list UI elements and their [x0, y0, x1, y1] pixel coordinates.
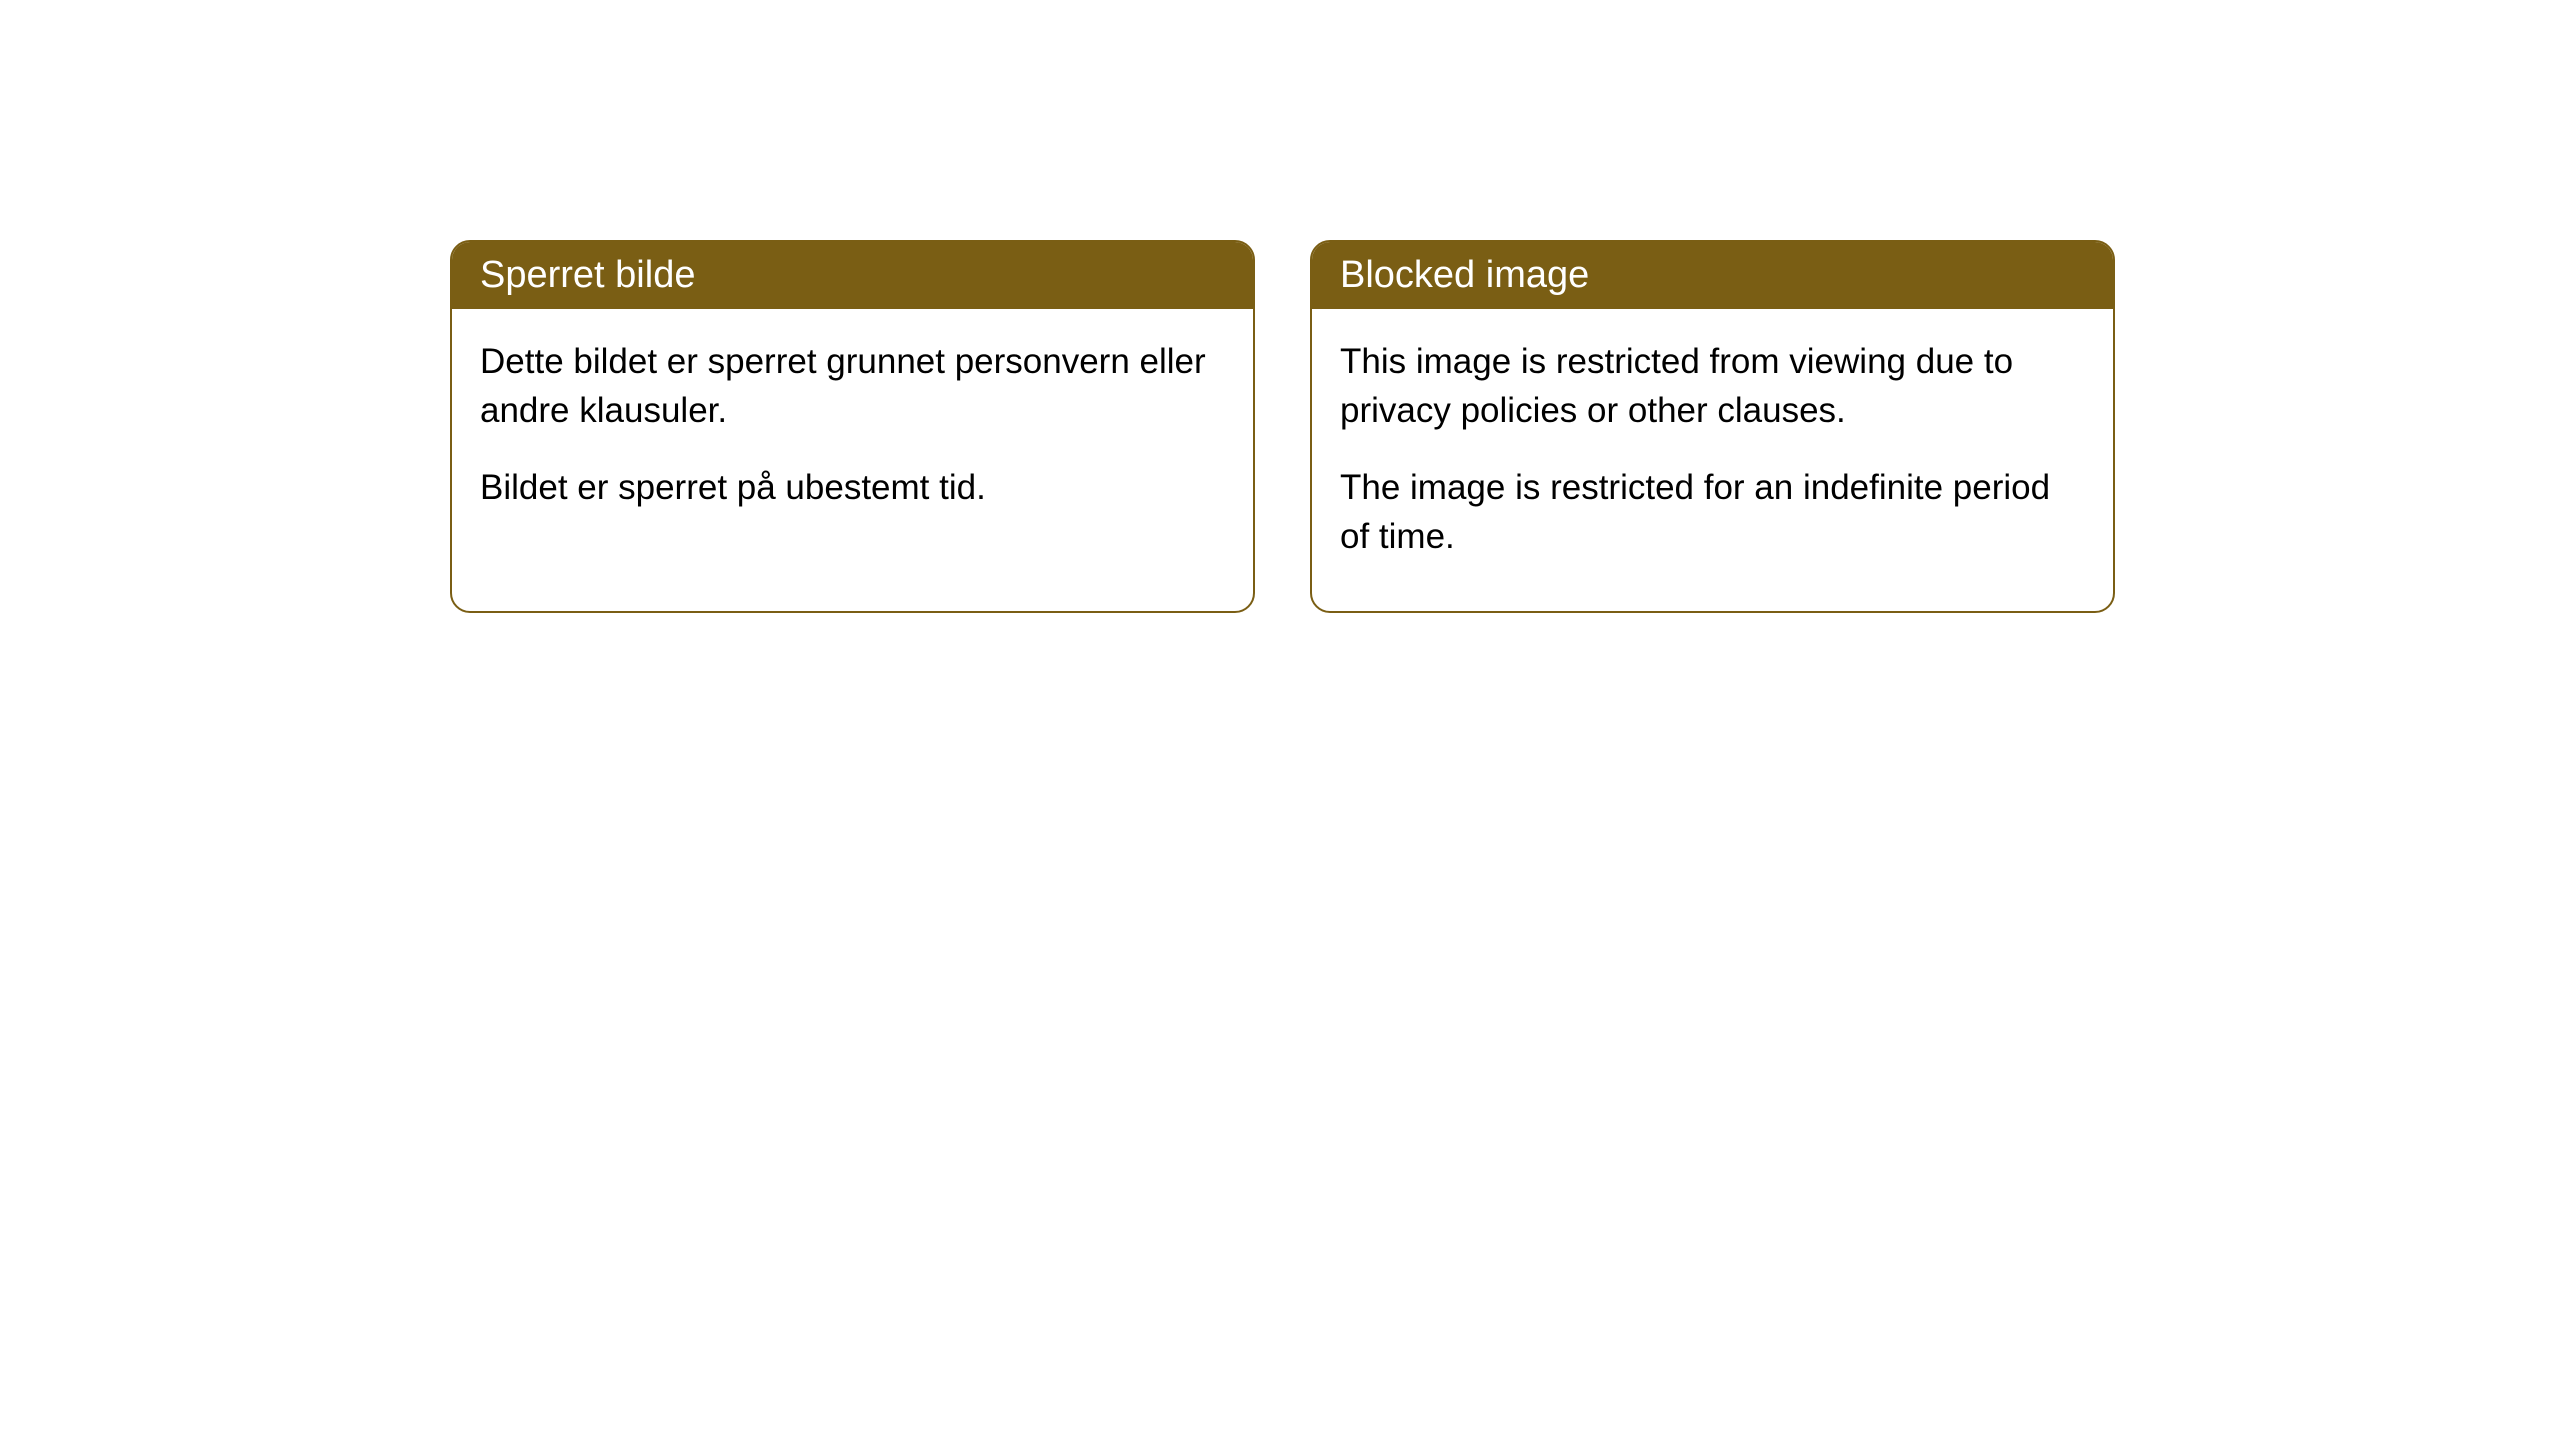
card-body-norwegian: Dette bildet er sperret grunnet personve… — [452, 309, 1253, 562]
card-paragraph-2-norwegian: Bildet er sperret på ubestemt tid. — [480, 463, 1225, 512]
card-paragraph-1-norwegian: Dette bildet er sperret grunnet personve… — [480, 337, 1225, 435]
blocked-image-card-english: Blocked image This image is restricted f… — [1310, 240, 2115, 613]
card-body-english: This image is restricted from viewing du… — [1312, 309, 2113, 611]
card-title-english: Blocked image — [1340, 254, 1589, 296]
card-paragraph-2-english: The image is restricted for an indefinit… — [1340, 463, 2085, 561]
notice-cards-container: Sperret bilde Dette bildet er sperret gr… — [450, 240, 2115, 613]
card-header-english: Blocked image — [1312, 242, 2113, 309]
blocked-image-card-norwegian: Sperret bilde Dette bildet er sperret gr… — [450, 240, 1255, 613]
card-paragraph-1-english: This image is restricted from viewing du… — [1340, 337, 2085, 435]
card-title-norwegian: Sperret bilde — [480, 254, 695, 296]
card-header-norwegian: Sperret bilde — [452, 242, 1253, 309]
